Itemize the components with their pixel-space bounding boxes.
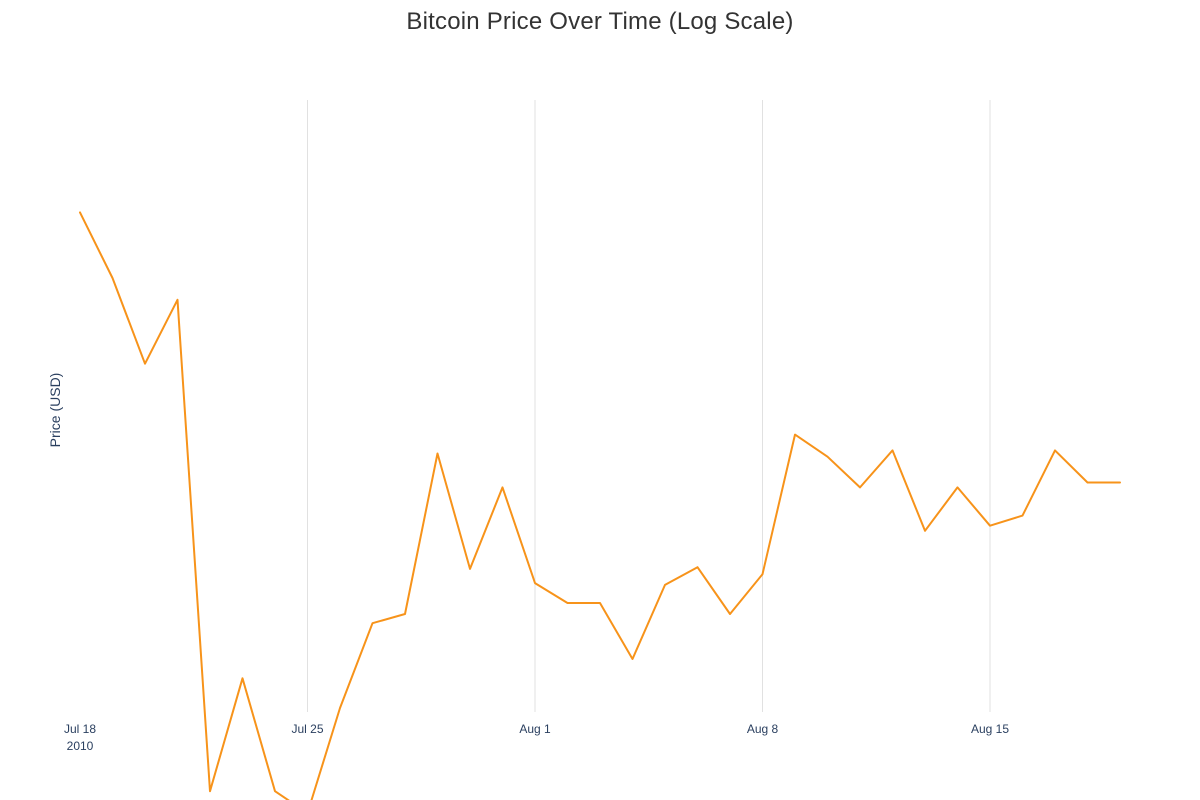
x-tick-label: Aug 8 bbox=[747, 722, 779, 736]
chart-title: Bitcoin Price Over Time (Log Scale) bbox=[406, 8, 794, 35]
y-axis-title: Price (USD) bbox=[47, 373, 63, 448]
x-tick-label: Aug 15 bbox=[971, 722, 1009, 736]
x-tick-label: Aug 1 bbox=[519, 722, 551, 736]
series-layer bbox=[79, 211, 1121, 800]
x-axis-ticks: Jul 18 2010 Jul 25 Aug 1 Aug 8 Aug 15 bbox=[64, 722, 1009, 753]
x-tick-label: Jul 18 bbox=[64, 722, 96, 736]
gridlines bbox=[307, 100, 991, 712]
x-tick-label: Jul 25 bbox=[291, 722, 323, 736]
x-tick-sublabel: 2010 bbox=[67, 739, 94, 753]
price-series-line bbox=[79, 211, 1121, 800]
